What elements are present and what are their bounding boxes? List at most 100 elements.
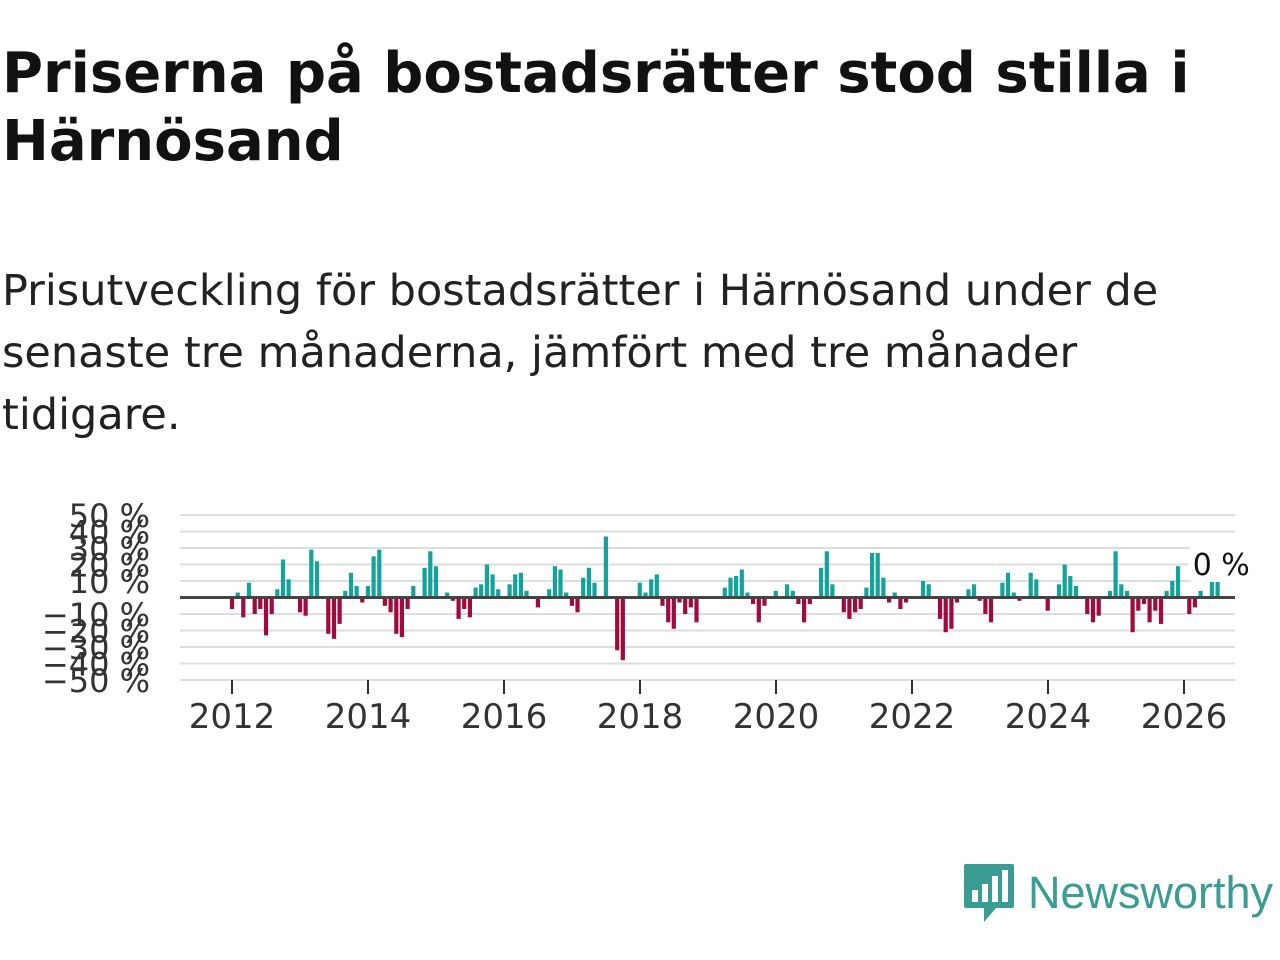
x-tick-label: 2014 xyxy=(325,697,412,737)
bar xyxy=(411,586,416,598)
bar xyxy=(1000,582,1005,598)
bar xyxy=(433,566,438,598)
gridlines xyxy=(180,514,1235,681)
bar xyxy=(988,597,994,623)
bar xyxy=(275,589,280,598)
bar xyxy=(405,597,410,609)
bar xyxy=(309,549,314,598)
bar xyxy=(280,559,286,598)
bar xyxy=(1113,551,1118,598)
bar xyxy=(1187,597,1192,614)
bar xyxy=(462,597,467,609)
bar xyxy=(1153,597,1158,611)
bar xyxy=(671,597,676,629)
x-tick-label: 2018 xyxy=(597,697,684,737)
bar xyxy=(337,597,342,624)
bar xyxy=(666,597,671,623)
bar xyxy=(496,589,501,598)
annotation-background xyxy=(1188,546,1257,582)
bar xyxy=(1034,579,1039,598)
x-tick-label: 2024 xyxy=(1005,697,1092,737)
bar xyxy=(365,586,370,598)
bar xyxy=(858,597,863,609)
bar xyxy=(1073,586,1079,598)
y-tick-label: 20 % xyxy=(69,547,150,585)
last-value-label: 0 % xyxy=(1193,548,1250,583)
x-tick-label: 2012 xyxy=(189,697,276,737)
bar xyxy=(688,597,693,608)
bar xyxy=(354,586,359,598)
bar xyxy=(892,592,897,598)
bar xyxy=(785,584,790,598)
bar xyxy=(921,581,926,598)
bar xyxy=(569,597,574,606)
bar xyxy=(1068,576,1073,598)
bar xyxy=(229,597,235,609)
bar xyxy=(853,597,858,613)
bar xyxy=(887,597,892,603)
bar xyxy=(552,566,557,598)
bar xyxy=(603,536,608,598)
bar xyxy=(263,597,269,636)
bar xyxy=(479,584,484,598)
bar xyxy=(1209,576,1214,598)
bar xyxy=(1124,590,1130,598)
bar xyxy=(796,597,801,605)
bar xyxy=(615,597,620,651)
bar xyxy=(1192,597,1197,608)
bar xyxy=(649,579,654,598)
bar xyxy=(847,597,852,619)
x-tick-label: 2020 xyxy=(733,697,820,737)
y-tick-label: −40 % xyxy=(42,646,150,684)
x-tick-label: 2026 xyxy=(1141,697,1228,737)
bar xyxy=(535,597,540,608)
bar xyxy=(241,597,246,618)
y-tick-label: −10 % xyxy=(42,596,150,634)
bar xyxy=(1056,584,1062,598)
bar xyxy=(1198,590,1203,598)
bar xyxy=(949,597,954,629)
bar xyxy=(1017,597,1022,601)
bar xyxy=(286,579,291,598)
bar xyxy=(1147,597,1152,623)
brand-name: Newsworthy xyxy=(1028,867,1274,918)
y-tick-label: 10 % xyxy=(69,563,150,601)
bar xyxy=(592,582,597,598)
bar xyxy=(1028,572,1033,598)
bar xyxy=(756,597,761,623)
bar xyxy=(762,597,767,606)
bar xyxy=(881,577,886,598)
bar xyxy=(377,549,382,598)
bar xyxy=(246,582,252,598)
bar xyxy=(824,551,829,598)
bar xyxy=(473,587,478,598)
bar xyxy=(1175,566,1181,598)
y-tick-label: 40 % xyxy=(69,514,150,552)
chart-title: Priserna på bostadsrätter stod stilla i … xyxy=(2,41,1190,174)
bar xyxy=(864,587,869,598)
bar xyxy=(547,589,552,598)
bar xyxy=(734,576,739,598)
bar xyxy=(954,597,960,603)
bar xyxy=(773,590,778,598)
bar xyxy=(1011,592,1016,598)
bar xyxy=(467,597,472,618)
y-tick-label: −20 % xyxy=(42,613,150,651)
bar xyxy=(456,597,461,619)
bar xyxy=(326,597,331,634)
bar xyxy=(252,597,257,614)
bar xyxy=(977,597,982,601)
bar xyxy=(870,553,875,598)
bar xyxy=(331,597,337,639)
bar xyxy=(620,597,625,661)
bar xyxy=(1107,590,1113,598)
bar xyxy=(388,597,393,613)
bar xyxy=(1164,590,1169,598)
y-tick-label: −50 % xyxy=(42,662,150,700)
bar xyxy=(581,577,586,598)
bar xyxy=(983,597,988,614)
bar xyxy=(807,597,812,605)
bar xyxy=(1096,597,1101,616)
bar xyxy=(745,592,750,598)
bar xyxy=(518,572,523,598)
